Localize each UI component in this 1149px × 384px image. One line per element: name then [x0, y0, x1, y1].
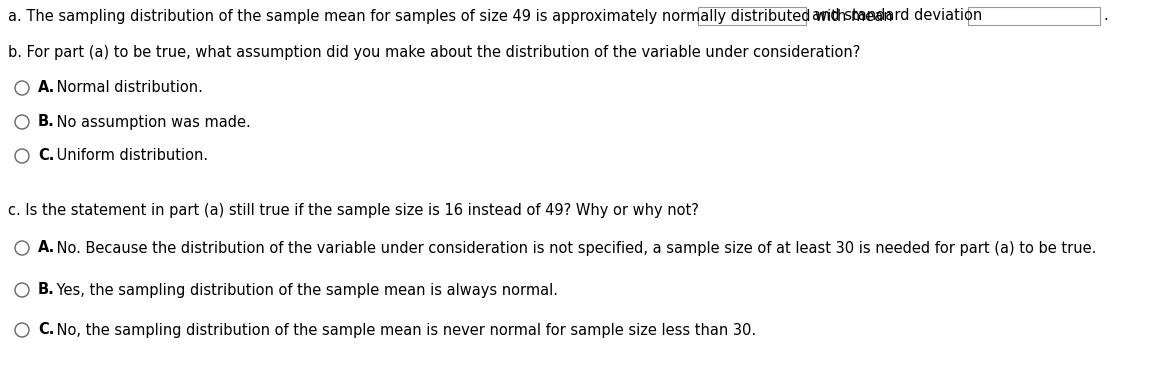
- Text: No assumption was made.: No assumption was made.: [52, 114, 250, 129]
- Text: No, the sampling distribution of the sample mean is never normal for sample size: No, the sampling distribution of the sam…: [52, 323, 756, 338]
- Text: and standard deviation: and standard deviation: [812, 8, 982, 23]
- Text: Yes, the sampling distribution of the sample mean is always normal.: Yes, the sampling distribution of the sa…: [52, 283, 558, 298]
- Text: Normal distribution.: Normal distribution.: [52, 81, 203, 96]
- Text: B.: B.: [38, 114, 55, 129]
- Text: a. The sampling distribution of the sample mean for samples of size 49 is approx: a. The sampling distribution of the samp…: [8, 8, 893, 23]
- Text: A.: A.: [38, 240, 55, 255]
- Text: c. Is the statement in part (a) still true if the sample size is 16 instead of 4: c. Is the statement in part (a) still tr…: [8, 202, 699, 217]
- Text: .: .: [1103, 8, 1108, 23]
- Text: b. For part (a) to be true, what assumption did you make about the distribution : b. For part (a) to be true, what assumpt…: [8, 45, 861, 60]
- Text: No. Because the distribution of the variable under consideration is not specifie: No. Because the distribution of the vari…: [52, 240, 1096, 255]
- Text: B.: B.: [38, 283, 55, 298]
- FancyBboxPatch shape: [967, 7, 1100, 25]
- Text: Uniform distribution.: Uniform distribution.: [52, 149, 208, 164]
- Text: A.: A.: [38, 81, 55, 96]
- Text: C.: C.: [38, 323, 54, 338]
- Text: C.: C.: [38, 149, 54, 164]
- FancyBboxPatch shape: [697, 7, 805, 25]
